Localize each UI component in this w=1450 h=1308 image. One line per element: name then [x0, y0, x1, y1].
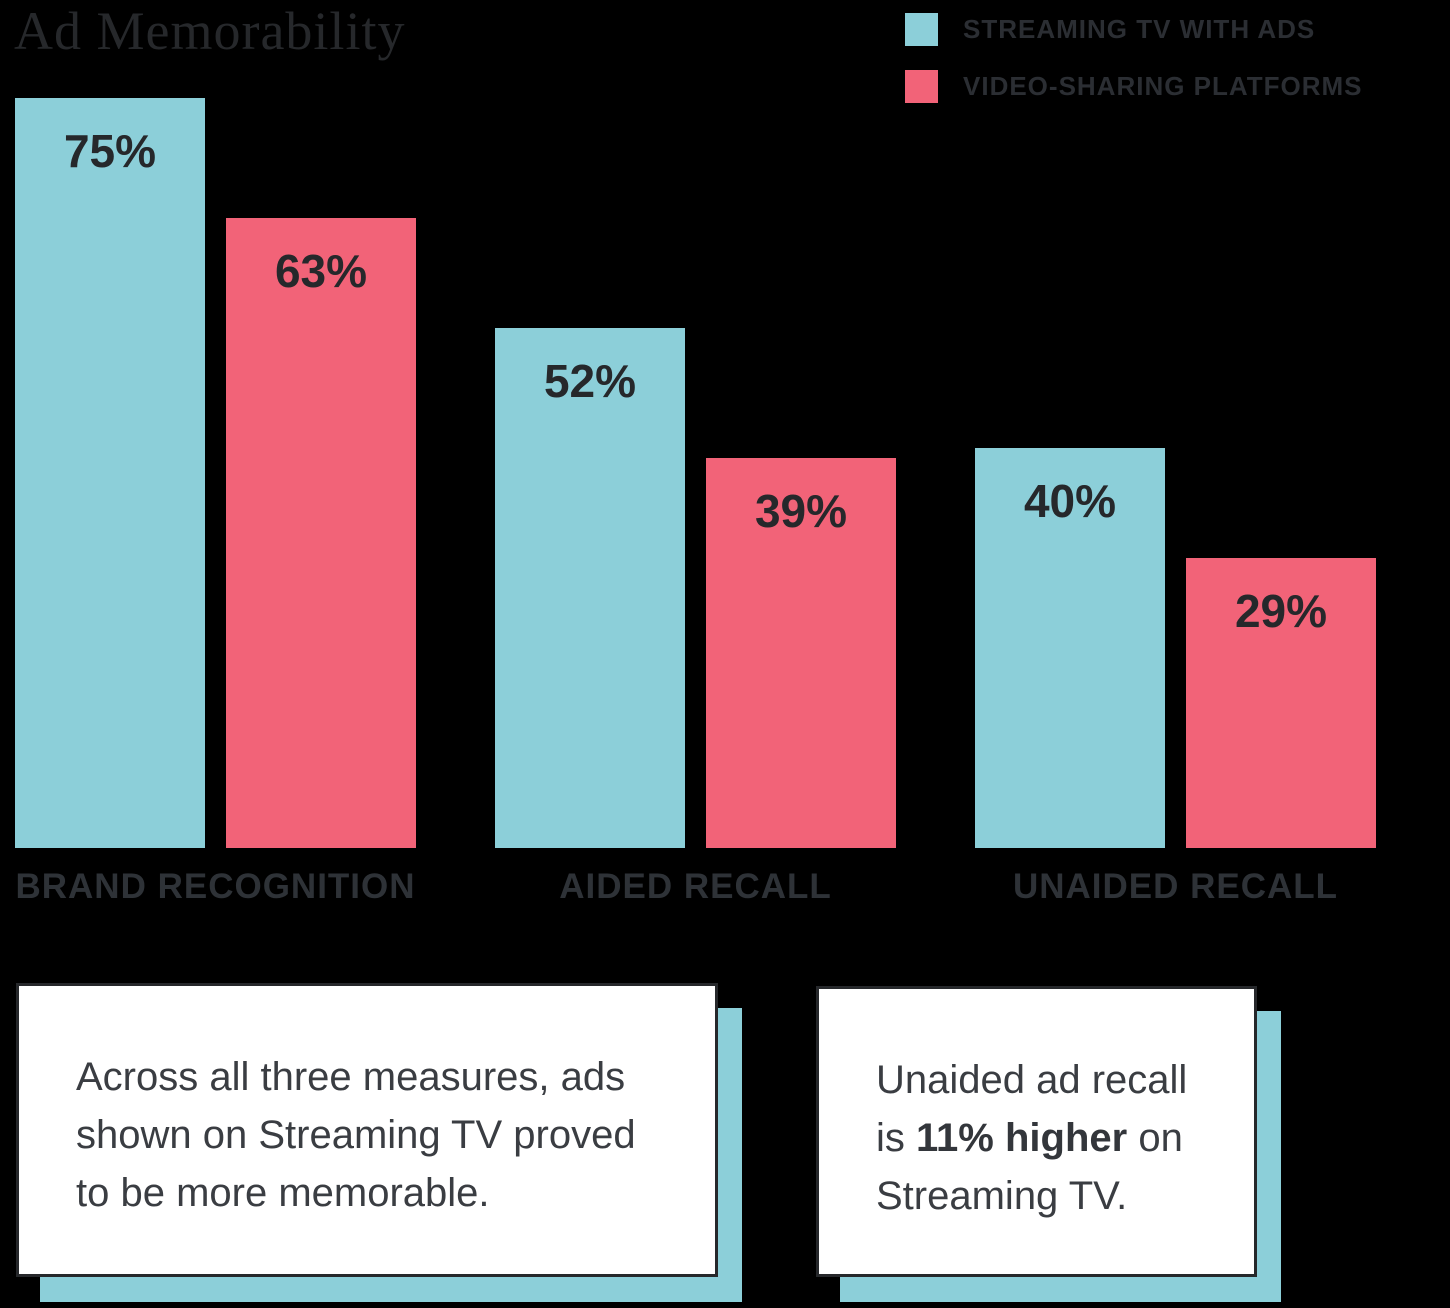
bar-group: 52% 39% AIDED RECALL	[495, 0, 896, 907]
callout-left-text: Across all three measures, ads shown on S…	[19, 986, 715, 1222]
legend-item: STREAMING TV WITH ADS	[905, 13, 1363, 46]
legend-item: VIDEO-SHARING PLATFORMS	[905, 70, 1363, 103]
category-label: BRAND RECOGNITION	[15, 867, 416, 906]
callout-line: shown on Streaming TV proved	[76, 1113, 636, 1157]
chart-title: Ad Memorability	[14, 1, 406, 61]
callout-right-text: Unaided ad recall is 11% higher on Streami…	[819, 989, 1254, 1225]
bar-value-label: 40%	[1023, 475, 1117, 527]
legend-label: VIDEO-SHARING PLATFORMS	[963, 71, 1363, 101]
category-label: AIDED RECALL	[559, 867, 832, 906]
callout-left: Across all three measures, ads shown on S…	[16, 983, 718, 1277]
callout-line: is 11% higher on	[876, 1116, 1183, 1160]
bar-pair: 52% 39%	[495, 0, 896, 848]
category-label: UNAIDED RECALL	[1012, 867, 1339, 906]
callout-line: Across all three measures, ads	[76, 1055, 626, 1099]
bar: 52%	[495, 328, 685, 848]
bar-value-label: 39%	[754, 485, 848, 537]
bar-pair: 40% 29%	[975, 0, 1376, 848]
bar-group: 75% 63% BRAND RECOGNITION	[15, 0, 416, 907]
bar: 75%	[15, 98, 205, 848]
bar: 63%	[226, 218, 416, 848]
legend-swatch-icon	[905, 70, 938, 103]
bar: 29%	[1186, 558, 1376, 848]
legend: STREAMING TV WITH ADS VIDEO-SHARING PLATF…	[905, 13, 1363, 103]
legend-swatch-icon	[905, 13, 938, 46]
bar-value-label: 63%	[274, 245, 368, 297]
callout-right: Unaided ad recall is 11% higher on Streami…	[816, 986, 1257, 1277]
bar: 40%	[975, 448, 1165, 848]
callout-line: Unaided ad recall	[876, 1058, 1188, 1102]
bar-value-label: 52%	[543, 355, 637, 407]
bar-group: 40% 29% UNAIDED RECALL	[975, 0, 1376, 907]
bar: 39%	[706, 458, 896, 848]
bar-value-label: 29%	[1234, 585, 1328, 637]
legend-label: STREAMING TV WITH ADS	[963, 14, 1316, 44]
bar-chart: 75% 63% BRAND RECOGNITION 52% 39% AIDED RECAL…	[15, 0, 1376, 907]
bar-value-label: 75%	[63, 125, 157, 177]
callout-line: to be more memorable.	[76, 1171, 490, 1215]
bar-pair: 75% 63%	[15, 0, 416, 848]
callout-line: Streaming TV.	[876, 1174, 1128, 1218]
